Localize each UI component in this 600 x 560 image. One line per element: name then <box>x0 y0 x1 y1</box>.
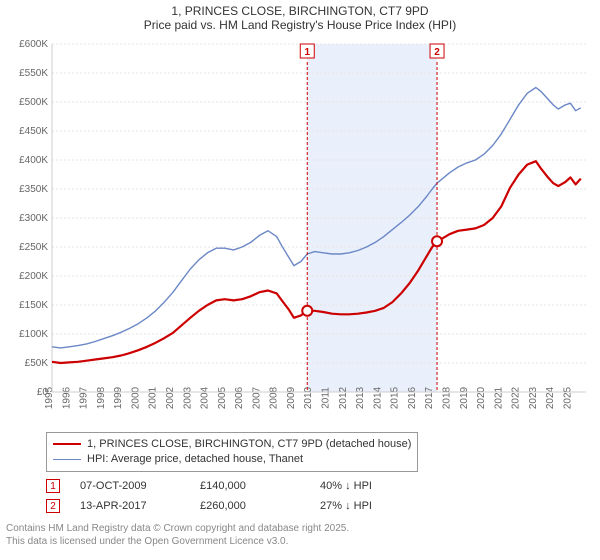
marker-date: 07-OCT-2009 <box>80 480 180 492</box>
svg-text:2: 2 <box>434 47 440 58</box>
marker-delta: 40% ↓ HPI <box>320 480 440 492</box>
svg-text:2016: 2016 <box>407 386 418 409</box>
svg-text:£200K: £200K <box>19 271 48 282</box>
svg-text:2009: 2009 <box>286 386 297 409</box>
svg-text:£450K: £450K <box>19 126 48 137</box>
legend: 1, PRINCES CLOSE, BIRCHINGTON, CT7 9PD (… <box>46 432 418 472</box>
svg-text:£550K: £550K <box>19 68 48 79</box>
footer: Contains HM Land Registry data © Crown c… <box>6 522 349 548</box>
svg-text:2006: 2006 <box>234 386 245 409</box>
legend-swatch <box>53 459 81 460</box>
legend-swatch <box>53 443 81 445</box>
legend-row: 1, PRINCES CLOSE, BIRCHINGTON, CT7 9PD (… <box>53 437 411 452</box>
svg-text:1997: 1997 <box>79 386 90 409</box>
svg-text:2005: 2005 <box>217 386 228 409</box>
marker-table-row: 2 13-APR-2017 £260,000 27% ↓ HPI <box>46 496 440 516</box>
svg-text:2007: 2007 <box>251 386 262 409</box>
svg-text:2017: 2017 <box>424 386 435 409</box>
footer-line-1: Contains HM Land Registry data © Crown c… <box>6 522 349 535</box>
svg-text:1996: 1996 <box>61 386 72 409</box>
svg-text:£100K: £100K <box>19 329 48 340</box>
svg-text:1998: 1998 <box>96 386 107 409</box>
marker-table-row: 1 07-OCT-2009 £140,000 40% ↓ HPI <box>46 476 440 496</box>
svg-text:£600K: £600K <box>19 39 48 50</box>
svg-text:2018: 2018 <box>441 386 452 409</box>
marker-table: 1 07-OCT-2009 £140,000 40% ↓ HPI 2 13-APR-201… <box>46 476 440 516</box>
svg-text:1: 1 <box>304 47 310 58</box>
svg-text:£400K: £400K <box>19 155 48 166</box>
title-line-2: Price paid vs. HM Land Registry's House … <box>0 18 600 32</box>
svg-text:2001: 2001 <box>148 386 159 409</box>
svg-text:2022: 2022 <box>511 386 522 409</box>
svg-text:2021: 2021 <box>493 386 504 409</box>
svg-text:2024: 2024 <box>545 386 556 409</box>
svg-text:2015: 2015 <box>390 386 401 409</box>
marker-price: £260,000 <box>200 500 300 512</box>
legend-label: 1, PRINCES CLOSE, BIRCHINGTON, CT7 9PD (… <box>87 437 411 452</box>
svg-text:2020: 2020 <box>476 386 487 409</box>
svg-text:2002: 2002 <box>165 386 176 409</box>
svg-text:1995: 1995 <box>44 386 55 409</box>
svg-text:2025: 2025 <box>562 386 573 409</box>
svg-text:2004: 2004 <box>200 386 211 409</box>
footer-line-2: This data is licensed under the Open Gov… <box>6 535 349 548</box>
svg-text:2011: 2011 <box>321 387 332 409</box>
svg-text:2010: 2010 <box>303 386 314 409</box>
svg-text:2003: 2003 <box>182 386 193 409</box>
svg-text:2008: 2008 <box>269 386 280 409</box>
marker-date: 13-APR-2017 <box>80 500 180 512</box>
svg-text:£300K: £300K <box>19 213 48 224</box>
svg-text:£350K: £350K <box>19 184 48 195</box>
svg-text:2013: 2013 <box>355 386 366 409</box>
svg-text:£50K: £50K <box>25 358 49 369</box>
svg-text:2014: 2014 <box>372 386 383 409</box>
svg-text:2000: 2000 <box>130 386 141 409</box>
marker-badge: 2 <box>46 499 60 513</box>
svg-text:£250K: £250K <box>19 242 48 253</box>
legend-row: HPI: Average price, detached house, Than… <box>53 452 411 467</box>
svg-text:£150K: £150K <box>19 300 48 311</box>
svg-text:1999: 1999 <box>113 386 124 409</box>
svg-text:2019: 2019 <box>459 386 470 409</box>
marker-badge: 1 <box>46 479 60 493</box>
marker-delta: 27% ↓ HPI <box>320 500 440 512</box>
svg-text:2012: 2012 <box>338 386 349 409</box>
marker-price: £140,000 <box>200 480 300 492</box>
svg-text:£500K: £500K <box>19 97 48 108</box>
legend-label: HPI: Average price, detached house, Than… <box>87 452 303 467</box>
chart: £0£50K£100K£150K£200K£250K£300K£350K£400… <box>6 38 594 428</box>
title-line-1: 1, PRINCES CLOSE, BIRCHINGTON, CT7 9PD <box>0 4 600 18</box>
svg-text:2023: 2023 <box>528 386 539 409</box>
